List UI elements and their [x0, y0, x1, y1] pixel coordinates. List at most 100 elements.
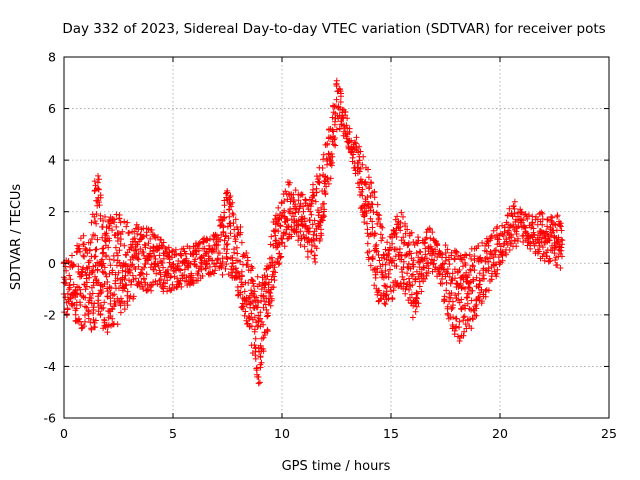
data-point — [222, 233, 229, 240]
data-point — [115, 269, 122, 276]
data-point — [308, 249, 315, 255]
data-point — [304, 254, 311, 260]
data-point — [464, 294, 471, 301]
data-point — [308, 242, 315, 248]
data-point — [338, 118, 344, 125]
data-point — [465, 291, 472, 297]
data-point — [112, 244, 119, 251]
data-point — [468, 325, 475, 332]
data-point — [195, 247, 202, 254]
data-point — [415, 300, 422, 307]
data-point — [160, 255, 167, 262]
data-point — [160, 239, 167, 246]
data-point — [471, 257, 478, 264]
data-point — [85, 315, 92, 322]
data-point — [527, 239, 533, 246]
data-point — [460, 263, 466, 270]
data-point — [170, 247, 176, 254]
data-point — [265, 299, 272, 305]
data-point — [309, 197, 316, 204]
data-point — [226, 213, 233, 220]
data-point — [552, 257, 559, 264]
data-point — [92, 253, 99, 260]
data-point — [311, 217, 318, 224]
data-point — [370, 209, 377, 215]
data-point — [103, 230, 110, 237]
data-point — [147, 227, 154, 233]
data-point — [260, 334, 267, 341]
data-point — [154, 281, 161, 287]
data-point — [414, 240, 421, 247]
data-point — [196, 240, 203, 247]
data-point — [487, 237, 494, 244]
data-point — [384, 283, 390, 290]
data-point — [410, 271, 416, 278]
data-point — [97, 312, 104, 318]
data-point — [381, 300, 388, 307]
data-point — [468, 255, 475, 262]
data-point — [389, 295, 396, 301]
data-point — [91, 253, 98, 260]
data-point — [423, 234, 430, 241]
data-point — [264, 313, 271, 320]
data-point — [372, 230, 379, 237]
data-point — [121, 306, 128, 313]
data-point — [70, 262, 77, 269]
data-point — [250, 280, 257, 287]
data-point — [548, 213, 555, 220]
data-point — [257, 353, 264, 360]
data-point — [371, 282, 378, 289]
data-point — [96, 176, 102, 183]
data-point — [103, 253, 109, 260]
data-point — [151, 266, 157, 273]
data-point — [441, 296, 448, 303]
data-point — [135, 256, 142, 263]
data-point — [356, 184, 363, 191]
data-point — [506, 205, 513, 212]
data-point — [82, 286, 89, 293]
data-point — [373, 248, 380, 255]
data-point — [91, 178, 98, 185]
data-point — [218, 262, 225, 269]
data-point — [245, 295, 252, 302]
data-point — [378, 223, 384, 230]
data-point — [82, 318, 88, 325]
data-point — [219, 271, 226, 278]
data-point — [123, 223, 130, 230]
data-point — [532, 240, 539, 247]
data-point — [552, 242, 559, 249]
data-point — [359, 161, 366, 168]
data-point — [86, 246, 93, 253]
data-point — [406, 286, 412, 293]
data-point — [100, 217, 107, 224]
data-point — [488, 276, 495, 283]
data-point — [469, 262, 476, 269]
data-point — [384, 239, 391, 246]
data-point — [106, 256, 113, 263]
data-point — [409, 261, 416, 268]
y-tick-label: 6 — [48, 101, 56, 116]
data-point — [114, 275, 121, 282]
data-point — [142, 244, 149, 251]
data-point — [416, 248, 423, 255]
data-point — [492, 247, 499, 254]
data-point — [224, 241, 231, 247]
data-point — [409, 314, 416, 321]
data-point — [301, 243, 308, 250]
data-point — [295, 233, 302, 240]
data-point — [93, 276, 100, 283]
data-point — [92, 218, 99, 225]
data-point — [141, 276, 147, 283]
data-point — [238, 239, 245, 246]
data-point — [482, 293, 489, 300]
data-point — [111, 257, 117, 263]
data-point — [415, 254, 422, 261]
data-point — [451, 255, 458, 262]
data-point — [389, 234, 396, 241]
data-point — [322, 191, 329, 198]
data-point — [321, 213, 328, 220]
data-point — [304, 202, 311, 209]
data-point — [400, 258, 407, 265]
data-point — [365, 174, 372, 181]
data-point — [361, 213, 368, 220]
